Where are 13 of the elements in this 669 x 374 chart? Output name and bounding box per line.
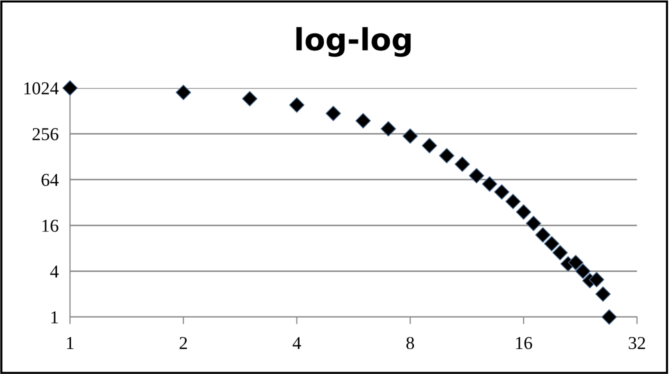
x-tick-label: 2 <box>180 337 187 349</box>
y-tick-label: 4 <box>50 266 59 278</box>
x-tick-label: 32 <box>628 337 646 350</box>
y-tick-label: 256 <box>32 128 58 140</box>
y-tick-label: 1 <box>51 311 58 324</box>
x-tick-label: 8 <box>406 336 414 350</box>
y-tick-label: 64 <box>42 174 59 186</box>
y-tick-label: 16 <box>42 220 58 232</box>
x-tick-label: 16 <box>516 337 532 350</box>
x-tick-label: 4 <box>292 337 302 349</box>
chart-title: log-log <box>296 27 411 57</box>
x-tick-label: 1 <box>67 337 74 349</box>
y-tick-label: 1024 <box>24 82 59 94</box>
